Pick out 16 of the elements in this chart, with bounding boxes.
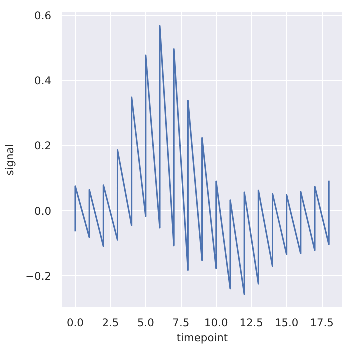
x-tick-label: 2.5 — [102, 316, 120, 330]
x-tick-label: 7.5 — [172, 316, 190, 330]
x-tick-label: 15.0 — [274, 316, 299, 330]
x-tick-label: 10.0 — [204, 316, 228, 330]
x-tick-label: 5.0 — [137, 316, 155, 330]
x-tick-label: 12.5 — [240, 316, 264, 330]
x-axis-title: timepoint — [176, 332, 228, 344]
y-tick-label: 0.2 — [34, 140, 52, 153]
y-tick-label: 0.0 — [34, 204, 52, 218]
y-tick-label: 0.4 — [34, 74, 52, 88]
line-series — [74, 25, 330, 296]
x-tick-label: 17.5 — [310, 316, 334, 330]
x-tick-label: 0.0 — [66, 316, 84, 330]
y-tick-label: 0.6 — [34, 9, 52, 22]
y-axis-title: signal — [4, 144, 17, 176]
y-tick-label: −0.2 — [26, 270, 52, 283]
